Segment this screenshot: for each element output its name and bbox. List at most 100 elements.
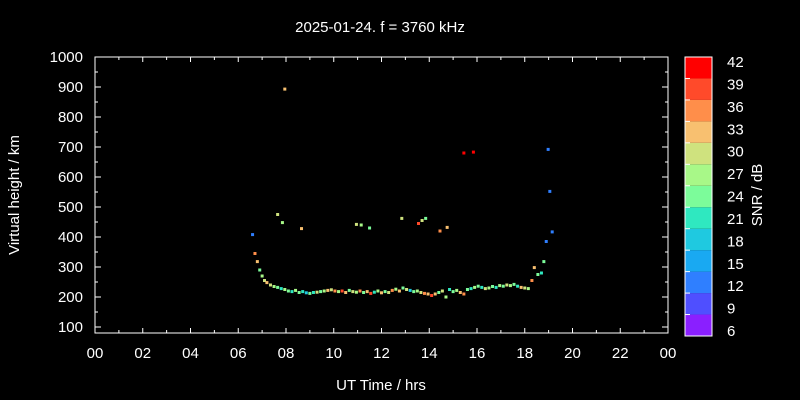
x-axis-label: UT Time / hrs	[336, 377, 426, 394]
data-point	[544, 240, 548, 243]
data-point	[430, 294, 434, 297]
data-point	[417, 222, 421, 225]
y-tick-label: 400	[58, 229, 83, 246]
data-point	[251, 233, 255, 237]
data-point	[280, 221, 284, 225]
x-tick-label: 20	[564, 345, 581, 362]
colorbar-tick-label: 36	[727, 99, 744, 116]
x-tick-label: 12	[373, 345, 390, 362]
data-point	[437, 291, 441, 294]
data-point	[294, 288, 298, 292]
x-tick-label: 00	[87, 345, 104, 362]
data-point	[422, 291, 426, 295]
colorbar-tick-label: 27	[727, 166, 744, 183]
data-point	[372, 290, 376, 294]
data-point	[340, 289, 344, 293]
colorbar-tick-label: 24	[727, 189, 744, 206]
data-point	[283, 288, 287, 291]
data-point	[260, 274, 264, 278]
data-point	[253, 252, 257, 255]
data-point	[491, 285, 495, 288]
data-point	[462, 292, 466, 296]
data-point	[400, 216, 404, 220]
data-point	[380, 291, 383, 295]
data-point	[390, 288, 394, 292]
data-point	[426, 292, 430, 296]
data-point	[394, 287, 398, 291]
data-point	[455, 288, 459, 292]
x-tick-label: 10	[325, 345, 342, 362]
data-point	[358, 289, 362, 293]
data-point	[487, 286, 491, 290]
colorbar-segment	[685, 142, 712, 165]
data-point	[368, 226, 372, 230]
data-point	[263, 279, 267, 282]
colorbar-segment	[685, 207, 712, 229]
data-point	[469, 287, 473, 291]
colorbar-tick-label: 18	[727, 233, 744, 250]
colorbar-segment	[685, 99, 712, 122]
data-point	[494, 285, 498, 289]
data-point	[272, 285, 276, 288]
data-point	[419, 291, 423, 294]
colorbar-segment	[685, 78, 712, 100]
data-point	[523, 286, 527, 290]
y-axis-label: Virtual height / km	[6, 135, 23, 255]
data-point	[465, 288, 469, 291]
data-point	[315, 290, 319, 294]
data-point	[276, 213, 280, 216]
colorbar-segment	[685, 164, 712, 186]
data-point	[433, 292, 437, 296]
data-point	[300, 227, 304, 231]
data-point	[536, 273, 540, 276]
data-point	[420, 219, 424, 222]
data-point	[451, 290, 455, 294]
data-point	[308, 291, 312, 295]
y-tick-label: 500	[58, 199, 83, 216]
data-point	[476, 284, 480, 288]
data-point	[516, 284, 520, 288]
data-point	[501, 284, 505, 288]
data-point	[304, 291, 308, 295]
x-tick-label: 00	[660, 345, 677, 362]
data-point	[445, 225, 449, 229]
data-point	[319, 290, 323, 294]
colorbar-tick-label: 21	[727, 211, 744, 228]
data-point	[532, 266, 536, 270]
data-point	[337, 290, 341, 294]
y-tick-label: 700	[58, 139, 83, 156]
data-point	[530, 279, 534, 282]
data-point	[333, 289, 337, 293]
data-point	[512, 282, 516, 286]
data-point	[448, 288, 452, 291]
colorbar-segment	[685, 121, 712, 143]
x-tick-label: 22	[612, 345, 629, 362]
colorbar-tick-label: 42	[727, 54, 744, 71]
data-point	[344, 291, 348, 294]
data-point	[268, 283, 272, 287]
data-point	[458, 291, 462, 294]
y-tick-label: 1000	[50, 49, 83, 66]
data-point	[440, 289, 444, 293]
data-point	[542, 260, 546, 264]
data-point	[438, 229, 442, 233]
data-point	[462, 151, 466, 155]
data-point	[255, 260, 259, 264]
data-point	[354, 290, 358, 294]
data-point	[408, 288, 412, 292]
colorbar-tick-label: 30	[727, 144, 744, 161]
y-tick-label: 200	[58, 289, 83, 306]
data-point	[326, 288, 330, 292]
data-point	[351, 290, 355, 294]
colorbar-segment	[685, 293, 712, 315]
data-point	[548, 189, 552, 193]
data-point	[397, 289, 401, 293]
x-tick-label: 16	[469, 345, 486, 362]
colorbar-tick-label: 15	[727, 256, 744, 273]
x-tick-label: 14	[421, 345, 438, 362]
data-point	[359, 223, 363, 227]
colorbar-frame	[684, 56, 713, 337]
data-point	[311, 291, 315, 294]
x-tick-label: 06	[230, 345, 247, 362]
data-point	[405, 288, 409, 291]
